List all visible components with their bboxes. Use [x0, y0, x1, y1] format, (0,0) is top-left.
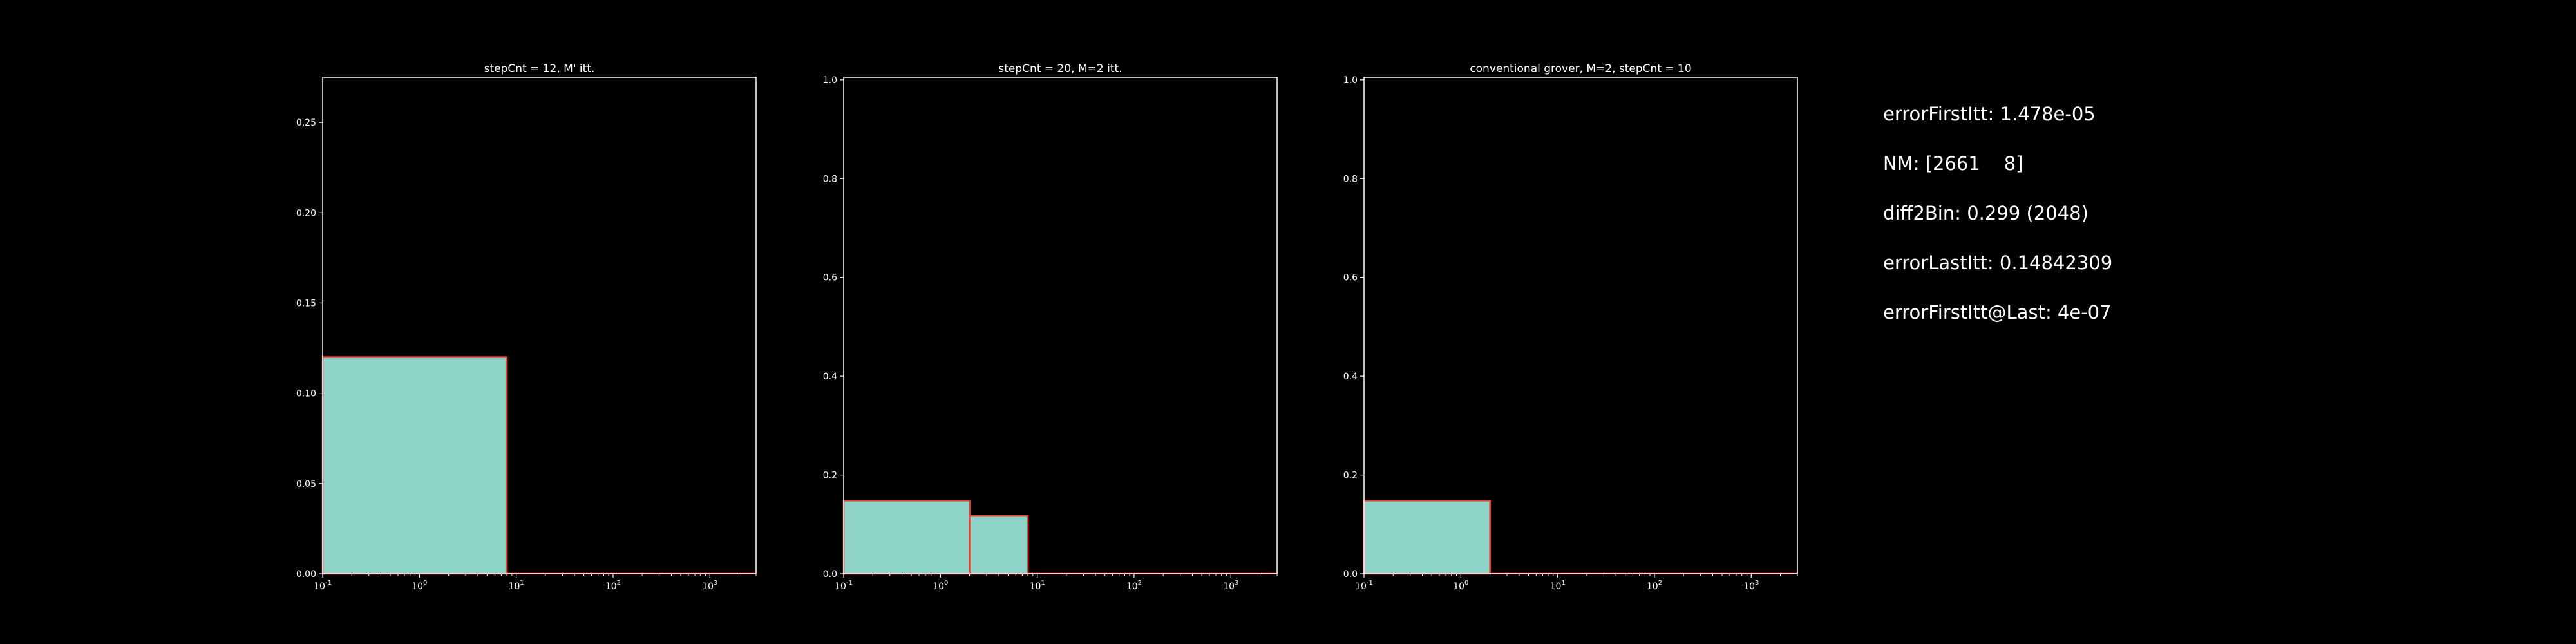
chart-title: stepCnt = 12, M' itt.	[484, 62, 595, 75]
info-panel: errorFirstItt: 1.478e-05 NM: [2661 8] di…	[1883, 103, 2112, 351]
histogram-bar-2	[969, 515, 1029, 575]
y-tick-label: 1.0	[1343, 75, 1358, 86]
y-tick-label: 0.0	[1343, 569, 1358, 580]
x-tick-label: 103	[1223, 580, 1238, 592]
y-tick-label: 0.2	[1343, 471, 1358, 481]
y-tick-label: 0.2	[823, 471, 837, 481]
x-tick-label: 101	[1030, 580, 1045, 592]
info-diff2bin: diff2Bin: 0.299 (2048)	[1883, 202, 2088, 224]
y-tick-label: 1.0	[823, 75, 837, 86]
x-tick-label: 103	[1743, 580, 1759, 592]
x-tick-label: 10-1	[835, 580, 853, 592]
x-tick-label: 101	[1550, 580, 1566, 592]
y-tick-label: 0.4	[1343, 372, 1358, 382]
info-error-last-itt: errorLastItt: 0.14842309	[1883, 252, 2113, 274]
axes-frame	[1363, 77, 1798, 574]
y-tick-label: 0.4	[823, 372, 837, 382]
y-tick-label: 0.8	[1343, 174, 1358, 184]
histogram-bar-1	[842, 500, 971, 575]
info-error-first-itt: errorFirstItt: 1.478e-05	[1883, 103, 2096, 125]
axes-frame	[322, 77, 757, 574]
histogram-bar-1	[321, 356, 508, 575]
axes-frame	[843, 77, 1278, 574]
histogram-bar-1	[1363, 500, 1491, 575]
y-tick-label: 0.25	[296, 118, 316, 128]
y-tick-label: 0.0	[823, 569, 837, 580]
chart-title: stepCnt = 20, M=2 itt.	[998, 62, 1122, 75]
y-tick-label: 0.10	[296, 389, 316, 399]
y-tick-label: 0.6	[823, 273, 837, 283]
y-tick-label: 0.05	[296, 479, 316, 489]
x-tick-label: 10-1	[1355, 580, 1373, 592]
x-tick-label: 102	[605, 580, 621, 592]
x-tick-label: 100	[933, 580, 948, 592]
y-tick-label: 0.8	[823, 174, 837, 184]
x-tick-label: 102	[1126, 580, 1142, 592]
x-tick-label: 100	[412, 580, 427, 592]
y-tick-label: 0.00	[296, 569, 316, 580]
chart-2: stepCnt = 20, M=2 itt. 0.0 0.2 0.4 0.6 0.8 1.0…	[823, 62, 1278, 592]
y-tick-label: 0.20	[296, 208, 316, 218]
x-tick-label: 100	[1453, 580, 1468, 592]
x-tick-label: 10-1	[314, 580, 332, 592]
chart-title: conventional grover, M=2, stepCnt = 10	[1470, 62, 1691, 75]
info-nm: NM: [2661 8]	[1883, 153, 2023, 175]
x-tick-label: 103	[702, 580, 717, 592]
x-tick-label: 102	[1647, 580, 1662, 592]
chart-3: conventional grover, M=2, stepCnt = 10 0.…	[1343, 62, 1798, 592]
y-tick-label: 0.15	[296, 298, 316, 308]
info-error-first-itt-at-last: errorFirstItt@Last: 4e-07	[1883, 301, 2112, 323]
y-tick-label: 0.6	[1343, 273, 1358, 283]
chart-1: stepCnt = 12, M' itt. 0.00 0.05 0.10 0.15 0.2…	[296, 62, 757, 592]
x-tick-label: 101	[509, 580, 524, 592]
